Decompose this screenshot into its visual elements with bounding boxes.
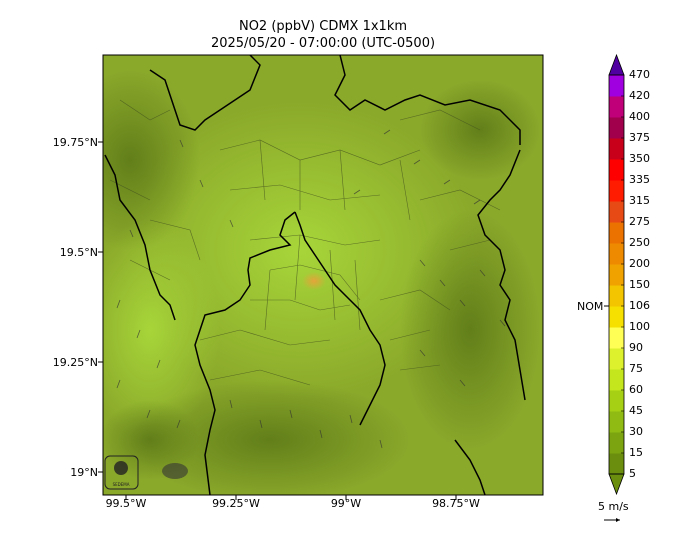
secondary-logo — [162, 463, 188, 479]
wind-vectors — [116, 129, 506, 449]
colorbar-tick-label: 250 — [629, 236, 650, 249]
colorbar-tick-label: 275 — [629, 215, 650, 228]
colorbar-tick-label: 470 — [629, 68, 650, 81]
lon-tick-label: 98.75°W — [432, 497, 480, 510]
colorbar-segment — [609, 180, 624, 202]
colorbar-frame — [608, 74, 625, 475]
colorbar-segment — [609, 243, 624, 265]
colorbar-tick-label: 400 — [629, 110, 650, 123]
chart-subtitle: 2025/05/20 - 07:00:00 (UTC-0500) — [210, 36, 436, 51]
map-frame — [102, 54, 544, 496]
sedema-logo: SEDEMA — [104, 455, 139, 490]
colorbar-segment — [609, 348, 624, 370]
colorbar-tick-label: 100 — [629, 320, 650, 333]
wind-reference-label: 5 m/s — [598, 500, 629, 513]
colorbar-segment — [609, 159, 624, 181]
terrain-east — [400, 210, 540, 450]
colorbar-tick-label: 90 — [629, 341, 643, 354]
terrain-southwest — [103, 400, 200, 480]
svg-text:SEDEMA: SEDEMA — [113, 482, 130, 487]
colorbar-tick-label: 335 — [629, 173, 650, 186]
colorbar-segment — [609, 369, 624, 391]
state-boundaries — [104, 55, 526, 495]
colorbar-tick-label: 15 — [629, 446, 643, 459]
colorbar-segment — [609, 327, 624, 349]
colorbar-tick-label: 75 — [629, 362, 643, 375]
colorbar-tick-label: 350 — [629, 152, 650, 165]
colorbar-min-extension — [608, 473, 625, 496]
colorbar-segment — [609, 411, 624, 433]
wind-reference-arrow — [604, 518, 620, 522]
colorbar-segment — [609, 390, 624, 412]
colorbar-segment — [609, 117, 624, 139]
concentration-field-west — [103, 220, 220, 440]
lon-tick-label: 99°W — [330, 497, 362, 510]
colorbar-tick-label: 106 — [629, 299, 650, 312]
lat-tick-label: 19.5°N — [59, 246, 98, 259]
colorbar-segment — [609, 432, 624, 454]
colorbar-tick-label: 45 — [629, 404, 643, 417]
colorbar-tick-label: 375 — [629, 131, 650, 144]
lon-tick-label: 99.25°W — [212, 497, 260, 510]
colorbar-tick-label: 30 — [629, 425, 643, 438]
colorbar-tick-label: 200 — [629, 257, 650, 270]
nom-label: NOM — [577, 300, 604, 313]
lat-tick-label: 19°N — [70, 466, 98, 479]
colorbar-segment — [609, 285, 624, 307]
lon-tick-label: 99.5°W — [105, 497, 147, 510]
colorbar-segment — [609, 96, 624, 118]
colorbar-tick-label: 5 — [629, 467, 636, 480]
terrain-northwest — [103, 70, 200, 250]
lat-tick-label: 19.25°N — [52, 356, 98, 369]
colorbar-tick-label: 420 — [629, 89, 650, 102]
colorbar-segment — [609, 264, 624, 286]
colorbar-tick-label: 315 — [629, 194, 650, 207]
colorbar-segment — [609, 75, 624, 97]
colorbar-segment — [609, 201, 624, 223]
colorbar-segment — [609, 453, 624, 475]
chart-title: NO2 (ppbV) CDMX 1x1km — [238, 19, 408, 34]
colorbar-tick-label: 150 — [629, 278, 650, 291]
colorbar-segment — [609, 138, 624, 160]
colorbar-segment — [609, 306, 624, 328]
map-area: SEDEMA — [103, 55, 543, 495]
colorbar-max-extension — [608, 53, 625, 76]
colorbar — [604, 53, 625, 496]
terrain-south — [130, 380, 410, 495]
colorbar-tick-label: 60 — [629, 383, 643, 396]
colorbar-segment — [609, 222, 624, 244]
map-ticks — [98, 141, 457, 500]
lat-tick-label: 19.75°N — [52, 136, 98, 149]
no2-hotspot — [302, 272, 326, 290]
